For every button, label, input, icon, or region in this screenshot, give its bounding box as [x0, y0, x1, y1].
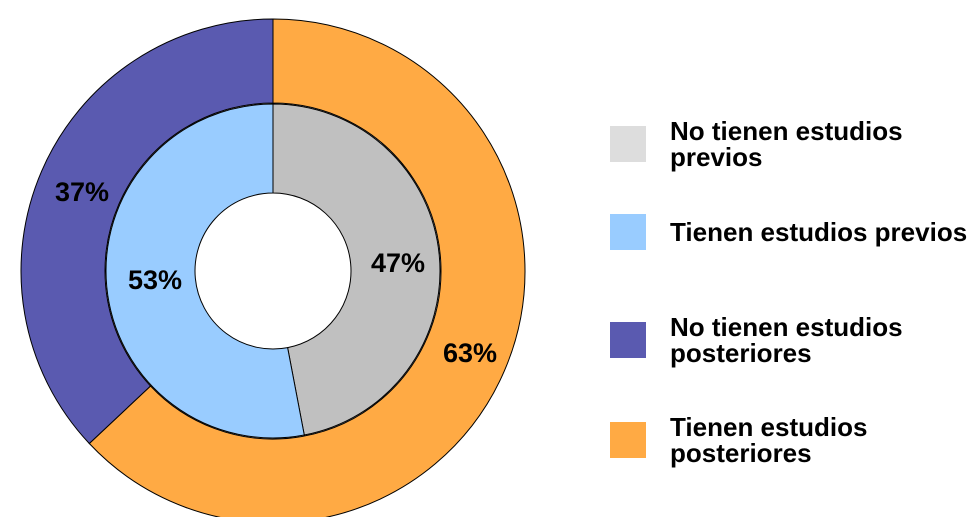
slice-tienen-estudios-posteriores [88, 18, 526, 517]
legend-item-tienen-estudios-previos: Tienen estudios previos [610, 214, 971, 250]
legend-swatch [610, 322, 646, 358]
legend-swatch [610, 422, 646, 458]
data-label-no-tienen-estudios-posteriores: 37% [55, 177, 109, 207]
legend-swatch [610, 126, 646, 162]
legend-item-tienen-estudios-posteriores: Tienen estudios posteriores [610, 414, 971, 466]
inner-ring [105, 103, 441, 439]
legend-item-no-tienen-estudios-previos: No tienen estudios previos [610, 118, 971, 170]
legend-label: Tienen estudios previos [670, 217, 968, 247]
data-label-tienen-estudios-posteriores: 63% [443, 338, 497, 368]
legend-label: No tienen estudios previos [670, 116, 903, 172]
doughnut-chart: 47% 53% 63% 37% [20, 18, 526, 517]
slice-no-tienen-estudios-previos [272, 103, 441, 436]
data-labels: 47% 53% 63% 37% [55, 177, 497, 368]
slice-tienen-estudios-previos [105, 103, 305, 439]
slice-no-tienen-estudios-posteriores [20, 18, 274, 445]
legend-label: Tienen estudios posteriores [670, 412, 868, 468]
data-label-no-tienen-estudios-previos: 47% [371, 248, 425, 278]
legend-label: No tienen estudios posteriores [670, 312, 903, 368]
data-label-tienen-estudios-previos: 53% [128, 265, 182, 295]
legend-item-no-tienen-estudios-posteriores: No tienen estudios posteriores [610, 314, 971, 366]
outer-ring [20, 18, 526, 517]
legend-swatch [610, 214, 646, 250]
